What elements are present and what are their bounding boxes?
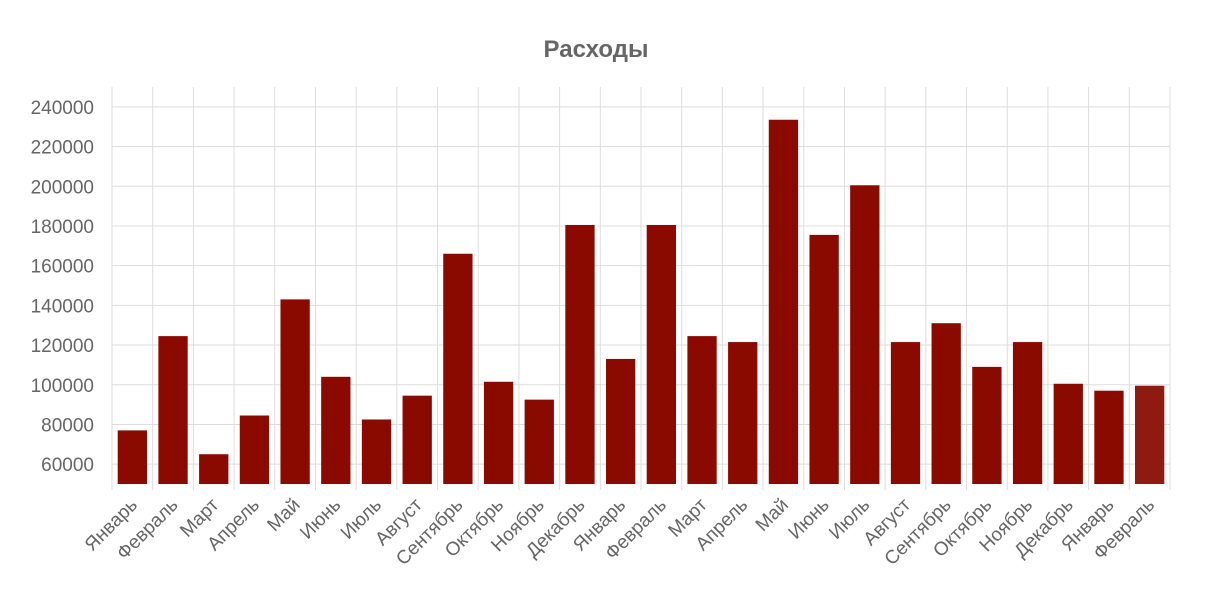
y-tick-label: 180000: [31, 217, 94, 238]
bar[interactable]: [1135, 385, 1165, 484]
bar[interactable]: [321, 376, 351, 484]
bar[interactable]: [239, 415, 270, 484]
y-axis-ticks: 60000 80000 100000 120000 140000 160000 180000…: [31, 98, 94, 476]
bar[interactable]: [890, 342, 921, 484]
bar[interactable]: [687, 336, 717, 484]
bar[interactable]: [768, 119, 799, 484]
bar[interactable]: [280, 299, 310, 484]
chart-title: Расходы: [543, 36, 649, 63]
y-tick-label: 200000: [31, 177, 94, 198]
bar[interactable]: [1094, 390, 1124, 484]
bars: [117, 119, 1165, 484]
y-tick-label: 60000: [41, 455, 94, 476]
gridlines: [111, 87, 1171, 490]
bar[interactable]: [1053, 383, 1083, 484]
bar[interactable]: [483, 381, 514, 484]
y-tick-label: 220000: [31, 138, 94, 159]
bar[interactable]: [565, 224, 595, 484]
bar[interactable]: [728, 342, 758, 484]
bar[interactable]: [117, 430, 147, 484]
bar[interactable]: [158, 336, 188, 484]
bar[interactable]: [931, 323, 961, 484]
bar[interactable]: [361, 419, 392, 484]
bar[interactable]: [646, 224, 676, 484]
y-tick-label: 120000: [31, 336, 94, 357]
bar[interactable]: [972, 366, 1002, 484]
bar[interactable]: [809, 234, 839, 484]
y-tick-label: 140000: [31, 296, 94, 317]
y-tick-label: 80000: [41, 415, 94, 436]
bar[interactable]: [850, 185, 880, 484]
x-tick-label: Июнь: [785, 495, 834, 544]
bar[interactable]: [443, 253, 473, 484]
bar[interactable]: [524, 399, 554, 484]
bar[interactable]: [1012, 342, 1043, 484]
y-tick-label: 100000: [31, 376, 94, 397]
y-tick-label: 240000: [31, 98, 94, 119]
bar[interactable]: [606, 358, 636, 484]
bar[interactable]: [402, 395, 432, 484]
x-tick-label: Июнь: [296, 495, 345, 544]
y-tick-label: 160000: [31, 257, 94, 278]
bar[interactable]: [199, 454, 229, 484]
